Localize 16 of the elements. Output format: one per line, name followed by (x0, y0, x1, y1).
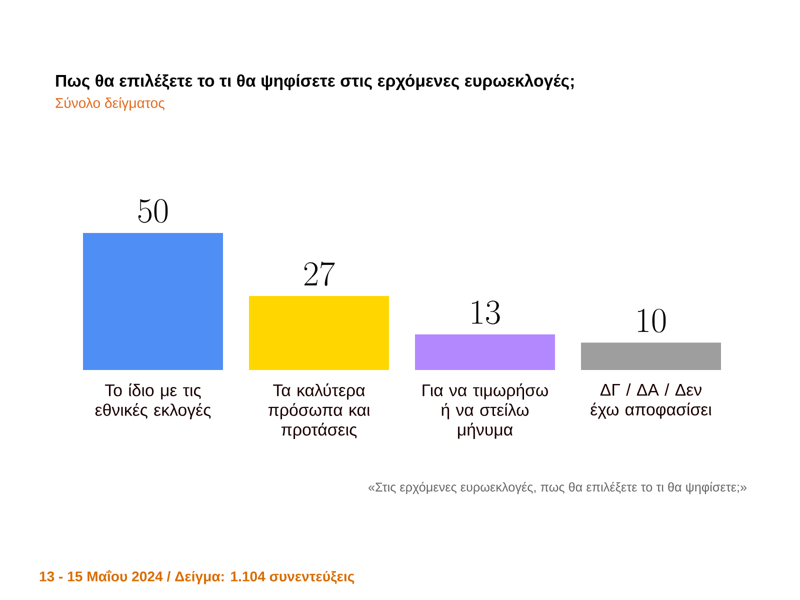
bar (83, 232, 224, 370)
chart-subtitle: Σύνολο δείγματος (56, 97, 164, 111)
text: 13 - 15 Μαΐου 2024 / Δείγμα: 1.104 συνεντεύξεις (40, 570, 354, 584)
x-tick-label: Για να τιμωρήσω ή να στείλω μήνυμα (422, 383, 548, 439)
data-label: 13 (472, 300, 500, 324)
x-tick-label: Το ίδιο με τις εθνικές εκλογές (95, 383, 211, 420)
data-label: 50 (138, 199, 168, 223)
data-label: 10 (638, 308, 666, 333)
data-label: 27 (304, 262, 335, 286)
text: «Στις ερχόμενες ευρωεκλογές, πως θα επιλέξετε το τι θα ψηφίσετε;» (368, 482, 747, 494)
chart-title: Πως θα επιλέξετε το τι θα ψηφίσετε στις ερχόμενες ευρωεκλογές; (56, 74, 574, 90)
bar (249, 296, 390, 370)
bar (581, 342, 722, 370)
x-tick-label: Τα καλύτερα πρόσωπα και προτάσεις (268, 383, 370, 439)
bar (415, 334, 556, 370)
x-tick-label: ΔΓ / ΔΑ / Δεν έχω αποφασίσει (590, 383, 712, 419)
